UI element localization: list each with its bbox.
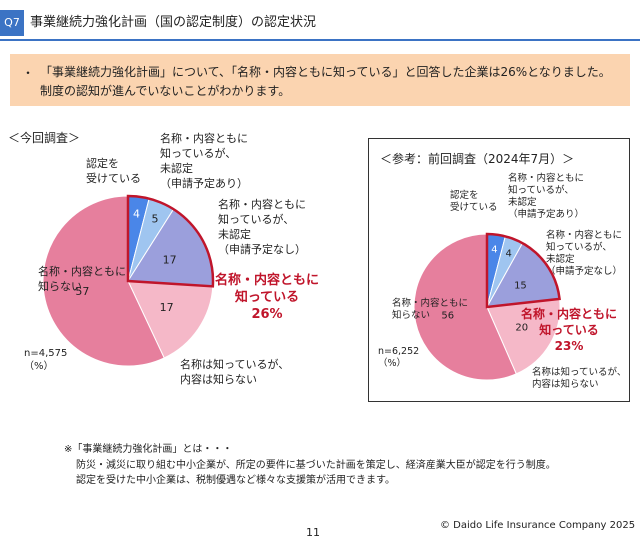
footnote-line-2: 防災・減災に取り組む中小企業が、所定の要件に基づいた計画を策定し、経済産業大臣が…	[76, 460, 556, 471]
chart-title-current: ＜今回調査＞	[8, 131, 81, 145]
pie-slice-unknown-current	[42, 195, 165, 367]
slice-value-certified-current: 4	[133, 207, 140, 220]
n-label-current: n=4,575 （%）	[24, 348, 68, 372]
summary-box: ・ 「事業継続力強化計画」について、「名称・内容ともに知っている」と回答した企業…	[10, 54, 630, 106]
label-unknown-previous: 名称・内容ともに 知らない	[392, 298, 469, 321]
n-label-previous: n=6,252 （%）	[378, 346, 420, 369]
slice-value-not-planned-current: 17	[163, 254, 177, 267]
label-unknown-current: 名称・内容ともに 知らない	[38, 265, 126, 293]
label-planned-previous: 名称・内容ともに 知っているが、 未認定 （申請予定あり）	[508, 173, 585, 220]
summary-bullet: ・	[22, 66, 35, 80]
page-number: 11	[306, 526, 320, 539]
label-name-only-current: 名称は知っているが、 内容は知らない	[180, 358, 290, 386]
slice-value-planned-previous: 4	[506, 248, 512, 259]
page-title: 事業継続力強化計画（国の認定制度）の認定状況	[30, 15, 317, 30]
page-header: Q7 事業継続力強化計画（国の認定制度）の認定状況	[0, 10, 640, 41]
label-not-planned-current: 名称・内容ともに 知っているが、 未認定 （申請予定なし）	[218, 198, 306, 256]
footnote-title: ※「事業継続力強化計画」とは・・・	[64, 444, 233, 455]
label-certified-previous: 認定を 受けている	[450, 190, 498, 213]
question-badge: Q7	[0, 10, 24, 36]
copyright: © Daido Life Insurance Company 2025	[440, 520, 636, 531]
summary-line-2: 制度の認知が進んでいないことがわかります。	[40, 84, 291, 98]
label-not-planned-previous: 名称・内容ともに 知っているが、 未認定 （申請予定なし）	[546, 230, 623, 277]
slice-value-unknown-current: 57	[75, 285, 89, 298]
slice-value-certified-previous: 4	[491, 245, 497, 256]
pie-slice-unknown-previous	[413, 233, 517, 381]
summary-line-1: 「事業継続力強化計画」について、「名称・内容ともに知っている」と回答した企業は2…	[40, 65, 611, 79]
header-rule	[0, 39, 640, 41]
previous-survey-panel	[368, 138, 630, 402]
label-certified-current: 認定を 受けている	[86, 157, 141, 185]
highlight-outline-previous	[485, 232, 561, 309]
pie-slice-name-only-current	[127, 280, 214, 359]
slice-value-name-only-previous: 20	[515, 323, 528, 334]
highlight-outline-current	[126, 194, 215, 288]
footnote-line-3: 認定を受けた中小企業は、税制優遇など様々な支援策が活用できます。	[76, 475, 395, 486]
slice-value-planned-current: 5	[152, 212, 159, 225]
highlight-known-previous: 名称・内容ともに 知っている 23%	[520, 307, 617, 353]
slice-value-unknown-previous: 56	[441, 311, 454, 322]
label-planned-current: 名称・内容ともに 知っているが、 未認定 （申請予定あり）	[160, 132, 248, 190]
label-name-only-previous: 名称は知っているが、 内容は知らない	[532, 367, 627, 390]
chart-title-previous: ＜参考：前回調査（2024年7月）＞	[380, 152, 575, 166]
pie-slice-name-only-previous	[486, 298, 561, 375]
slice-value-not-planned-previous: 15	[514, 280, 527, 291]
slice-value-name-only-current: 17	[160, 301, 174, 314]
highlight-known-current: 名称・内容ともに 知っている 26%	[214, 273, 319, 322]
